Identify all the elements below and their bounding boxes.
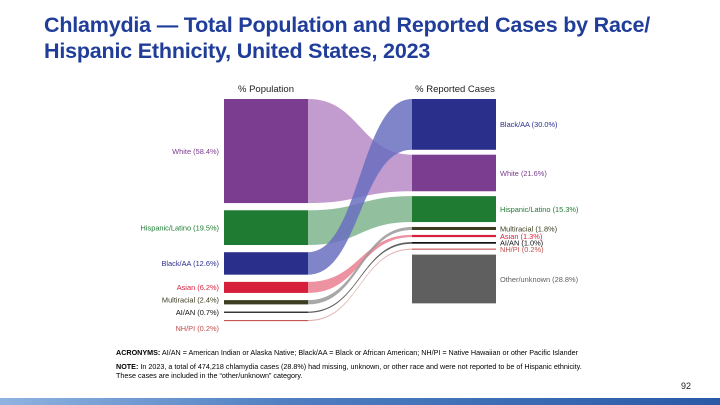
page-number: 92: [681, 381, 692, 391]
cases-label-aian: AI/AN (1.0%): [500, 239, 543, 248]
cases-label-asian: Asian (1.3%): [500, 232, 542, 241]
population-bar-white: [224, 99, 308, 204]
cases-label-hispanic: Hispanic/Latino (15.3%): [500, 205, 578, 214]
cases-bar-black: [412, 99, 496, 150]
population-label-black: Black/AA (12.6%): [161, 259, 219, 268]
cases-label-black: Black/AA (30.0%): [500, 120, 558, 129]
flows-layer: [308, 99, 412, 322]
flow-black: [308, 99, 412, 275]
population-label-multiracial: Multiracial (2.4%): [162, 295, 219, 304]
population-bar-nhpi: [224, 320, 308, 322]
labels-layer: White (58.4%) Hispanic/Latino (19.5%) Blac…: [141, 120, 579, 333]
cases-label-multiracial: Multiracial (1.8%): [500, 224, 557, 233]
acronyms-label: ACRONYMS:: [116, 348, 161, 357]
note-text: In 2023, a total of 474,218 chlamydia ca…: [116, 362, 582, 380]
flow-multiracial: [308, 226, 412, 305]
right-header: % Reported Cases: [415, 84, 495, 95]
cases-bar-hispanic: [412, 196, 496, 223]
footnotes: ACRONYMS: AI/AN = American Indian or Ala…: [116, 348, 596, 385]
population-bar-aian: [224, 311, 308, 313]
flow-hispanic: [308, 196, 412, 246]
population-bar-hispanic: [224, 210, 308, 246]
left-header: % Population: [238, 84, 294, 95]
title-line-1: Chlamydia — Total Population and Reporte…: [44, 13, 651, 37]
population-bar-multiracial: [224, 300, 308, 305]
flow-white: [308, 99, 412, 204]
note-label: NOTE:: [116, 362, 139, 371]
cases-bar-multiracial: [412, 226, 496, 231]
population-label-hispanic: Hispanic/Latino (19.5%): [141, 223, 219, 232]
cases-bar-other: [412, 254, 496, 304]
acronyms-note: ACRONYMS: AI/AN = American Indian or Ala…: [116, 348, 596, 357]
cases-bar-nhpi: [412, 248, 496, 250]
population-bar-black: [224, 252, 308, 275]
cases-label-nhpi: NH/PI (0.2%): [500, 245, 544, 254]
population-label-asian: Asian (6.2%): [177, 283, 219, 292]
nodes-layer: [224, 99, 496, 322]
population-label-white: White (58.4%): [172, 147, 219, 156]
sankey-chart: White (58.4%) Hispanic/Latino (19.5%) Blac…: [141, 84, 579, 333]
cases-bar-white: [412, 154, 496, 192]
general-note: NOTE: In 2023, a total of 474,218 chlamy…: [116, 362, 596, 380]
cases-bar-asian: [412, 234, 496, 238]
cases-label-white: White (21.6%): [500, 169, 547, 178]
title-line-2: Hispanic Ethnicity, United States, 2023: [44, 39, 431, 63]
acronyms-text: AI/AN = American Indian or Alaska Native…: [160, 348, 578, 357]
cases-label-other: Other/unknown (28.8%): [500, 275, 578, 284]
population-label-nhpi: NH/PI (0.2%): [175, 324, 219, 333]
cases-bar-aian: [412, 242, 496, 244]
flow-nhpi: [308, 248, 412, 322]
population-label-aian: AI/AN (0.7%): [176, 308, 219, 317]
footer-bar: [0, 398, 720, 405]
population-bar-asian: [224, 281, 308, 293]
flow-aian: [308, 242, 412, 313]
page-title: Chlamydia — Total Population and Reporte…: [44, 12, 684, 64]
